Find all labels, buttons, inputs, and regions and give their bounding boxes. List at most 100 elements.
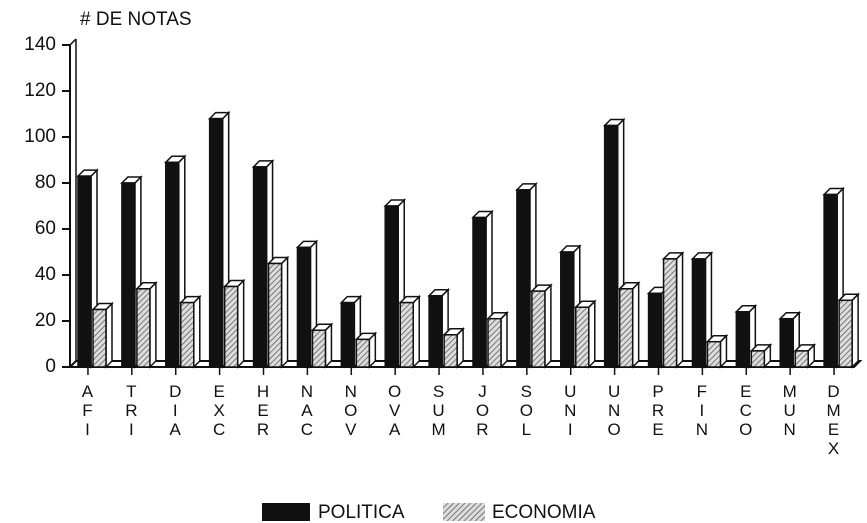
bar-face <box>355 338 371 368</box>
bar-face <box>631 280 640 369</box>
x-tick-label: SUM <box>429 382 449 439</box>
y-axis-label: # DE NOTAS <box>80 9 192 30</box>
y-tick-label: 40 <box>35 264 56 285</box>
bar-face <box>675 251 684 369</box>
bar <box>354 331 378 369</box>
bar-face <box>252 166 268 368</box>
bar <box>573 299 597 369</box>
x-tick-label: NAC <box>297 382 317 439</box>
bar-face <box>412 294 420 369</box>
bar-face <box>618 288 634 368</box>
bar-face <box>149 280 157 369</box>
bar-face <box>662 258 678 368</box>
bar-face <box>706 340 722 368</box>
y-axis-top <box>69 38 77 46</box>
bar-face <box>516 189 531 368</box>
y-tick-label: 120 <box>24 80 56 101</box>
bar-face <box>443 334 458 368</box>
bar-face <box>794 350 809 368</box>
x-tick-label: EXC <box>209 382 229 439</box>
bar <box>486 310 509 369</box>
bar-face <box>838 299 853 368</box>
bar-face <box>136 288 151 368</box>
x-tick-label: NOV <box>341 382 361 439</box>
x-tick-label: DIA <box>165 382 185 439</box>
x-tick-label: JOR <box>472 382 492 439</box>
bar-face <box>544 283 552 369</box>
bar <box>178 294 202 369</box>
x-tick-label: HER <box>253 382 273 439</box>
bar-face <box>384 205 399 368</box>
bar-face <box>296 246 312 368</box>
legend-swatch <box>443 503 485 521</box>
x-tick-label: TRI <box>121 382 141 439</box>
bar-face <box>399 301 414 368</box>
bar-face <box>500 310 508 369</box>
bar-face <box>647 292 663 368</box>
x-tick-label: MUN <box>780 382 800 439</box>
y-tick-label: 20 <box>35 310 56 331</box>
bar <box>222 278 246 369</box>
bar-face <box>193 294 201 369</box>
bar-face <box>340 301 356 368</box>
bar-face <box>121 182 136 368</box>
bar <box>837 292 860 369</box>
y-tick-label: 80 <box>35 172 56 193</box>
bar-face <box>588 299 596 369</box>
bar-face <box>324 322 333 369</box>
bar <box>617 280 641 369</box>
bar-face <box>575 306 590 368</box>
x-tick-label: SOL <box>516 382 536 439</box>
bar <box>398 294 422 369</box>
bar-face <box>750 350 766 368</box>
bar-face <box>180 301 195 368</box>
bar-face <box>735 311 751 368</box>
bar <box>135 280 158 369</box>
bar-face <box>77 175 92 368</box>
bar <box>705 333 729 369</box>
bar-face <box>531 290 546 368</box>
y-tick-label: 0 <box>45 356 56 377</box>
bar <box>91 301 114 369</box>
y-tick-label: 100 <box>24 126 56 147</box>
legend-label: ECONOMIA <box>492 502 596 523</box>
y-tick-label: 60 <box>35 218 56 239</box>
y-tick-label: 140 <box>24 34 56 55</box>
x-tick-label: ECO <box>736 382 756 439</box>
bar-face <box>472 216 487 368</box>
bar-face <box>311 329 327 368</box>
bar-face <box>779 317 794 368</box>
bar-face <box>560 251 575 368</box>
bar-face <box>487 317 502 368</box>
bar <box>793 343 817 369</box>
bar-face <box>223 285 239 368</box>
bar <box>339 294 363 369</box>
x-tick-label: DMEX <box>824 382 844 458</box>
bar-face <box>208 117 224 368</box>
bar <box>310 322 334 369</box>
bar <box>471 209 494 369</box>
x-tick-label: UNO <box>604 382 624 439</box>
bar <box>530 283 553 369</box>
bar-face <box>267 262 283 368</box>
x-tick-label: FIN <box>692 382 712 439</box>
bar <box>266 255 290 369</box>
bar-face <box>823 193 838 368</box>
bar-face <box>280 255 289 369</box>
x-tick-label: UNI <box>560 382 580 439</box>
legend-label: POLITICA <box>318 502 405 523</box>
bar-face <box>236 278 245 369</box>
bar-face <box>851 292 859 369</box>
x-tick-label: PRE <box>648 382 668 439</box>
bar <box>749 343 773 369</box>
legend-swatch <box>262 503 310 521</box>
bar-face <box>691 258 707 368</box>
bar-face <box>92 308 107 368</box>
bar-face <box>165 161 180 368</box>
bar-face <box>428 294 443 368</box>
bar-face <box>105 301 113 369</box>
bar <box>661 251 685 369</box>
x-tick-label: AFI <box>77 382 97 439</box>
bar-face <box>603 124 619 368</box>
